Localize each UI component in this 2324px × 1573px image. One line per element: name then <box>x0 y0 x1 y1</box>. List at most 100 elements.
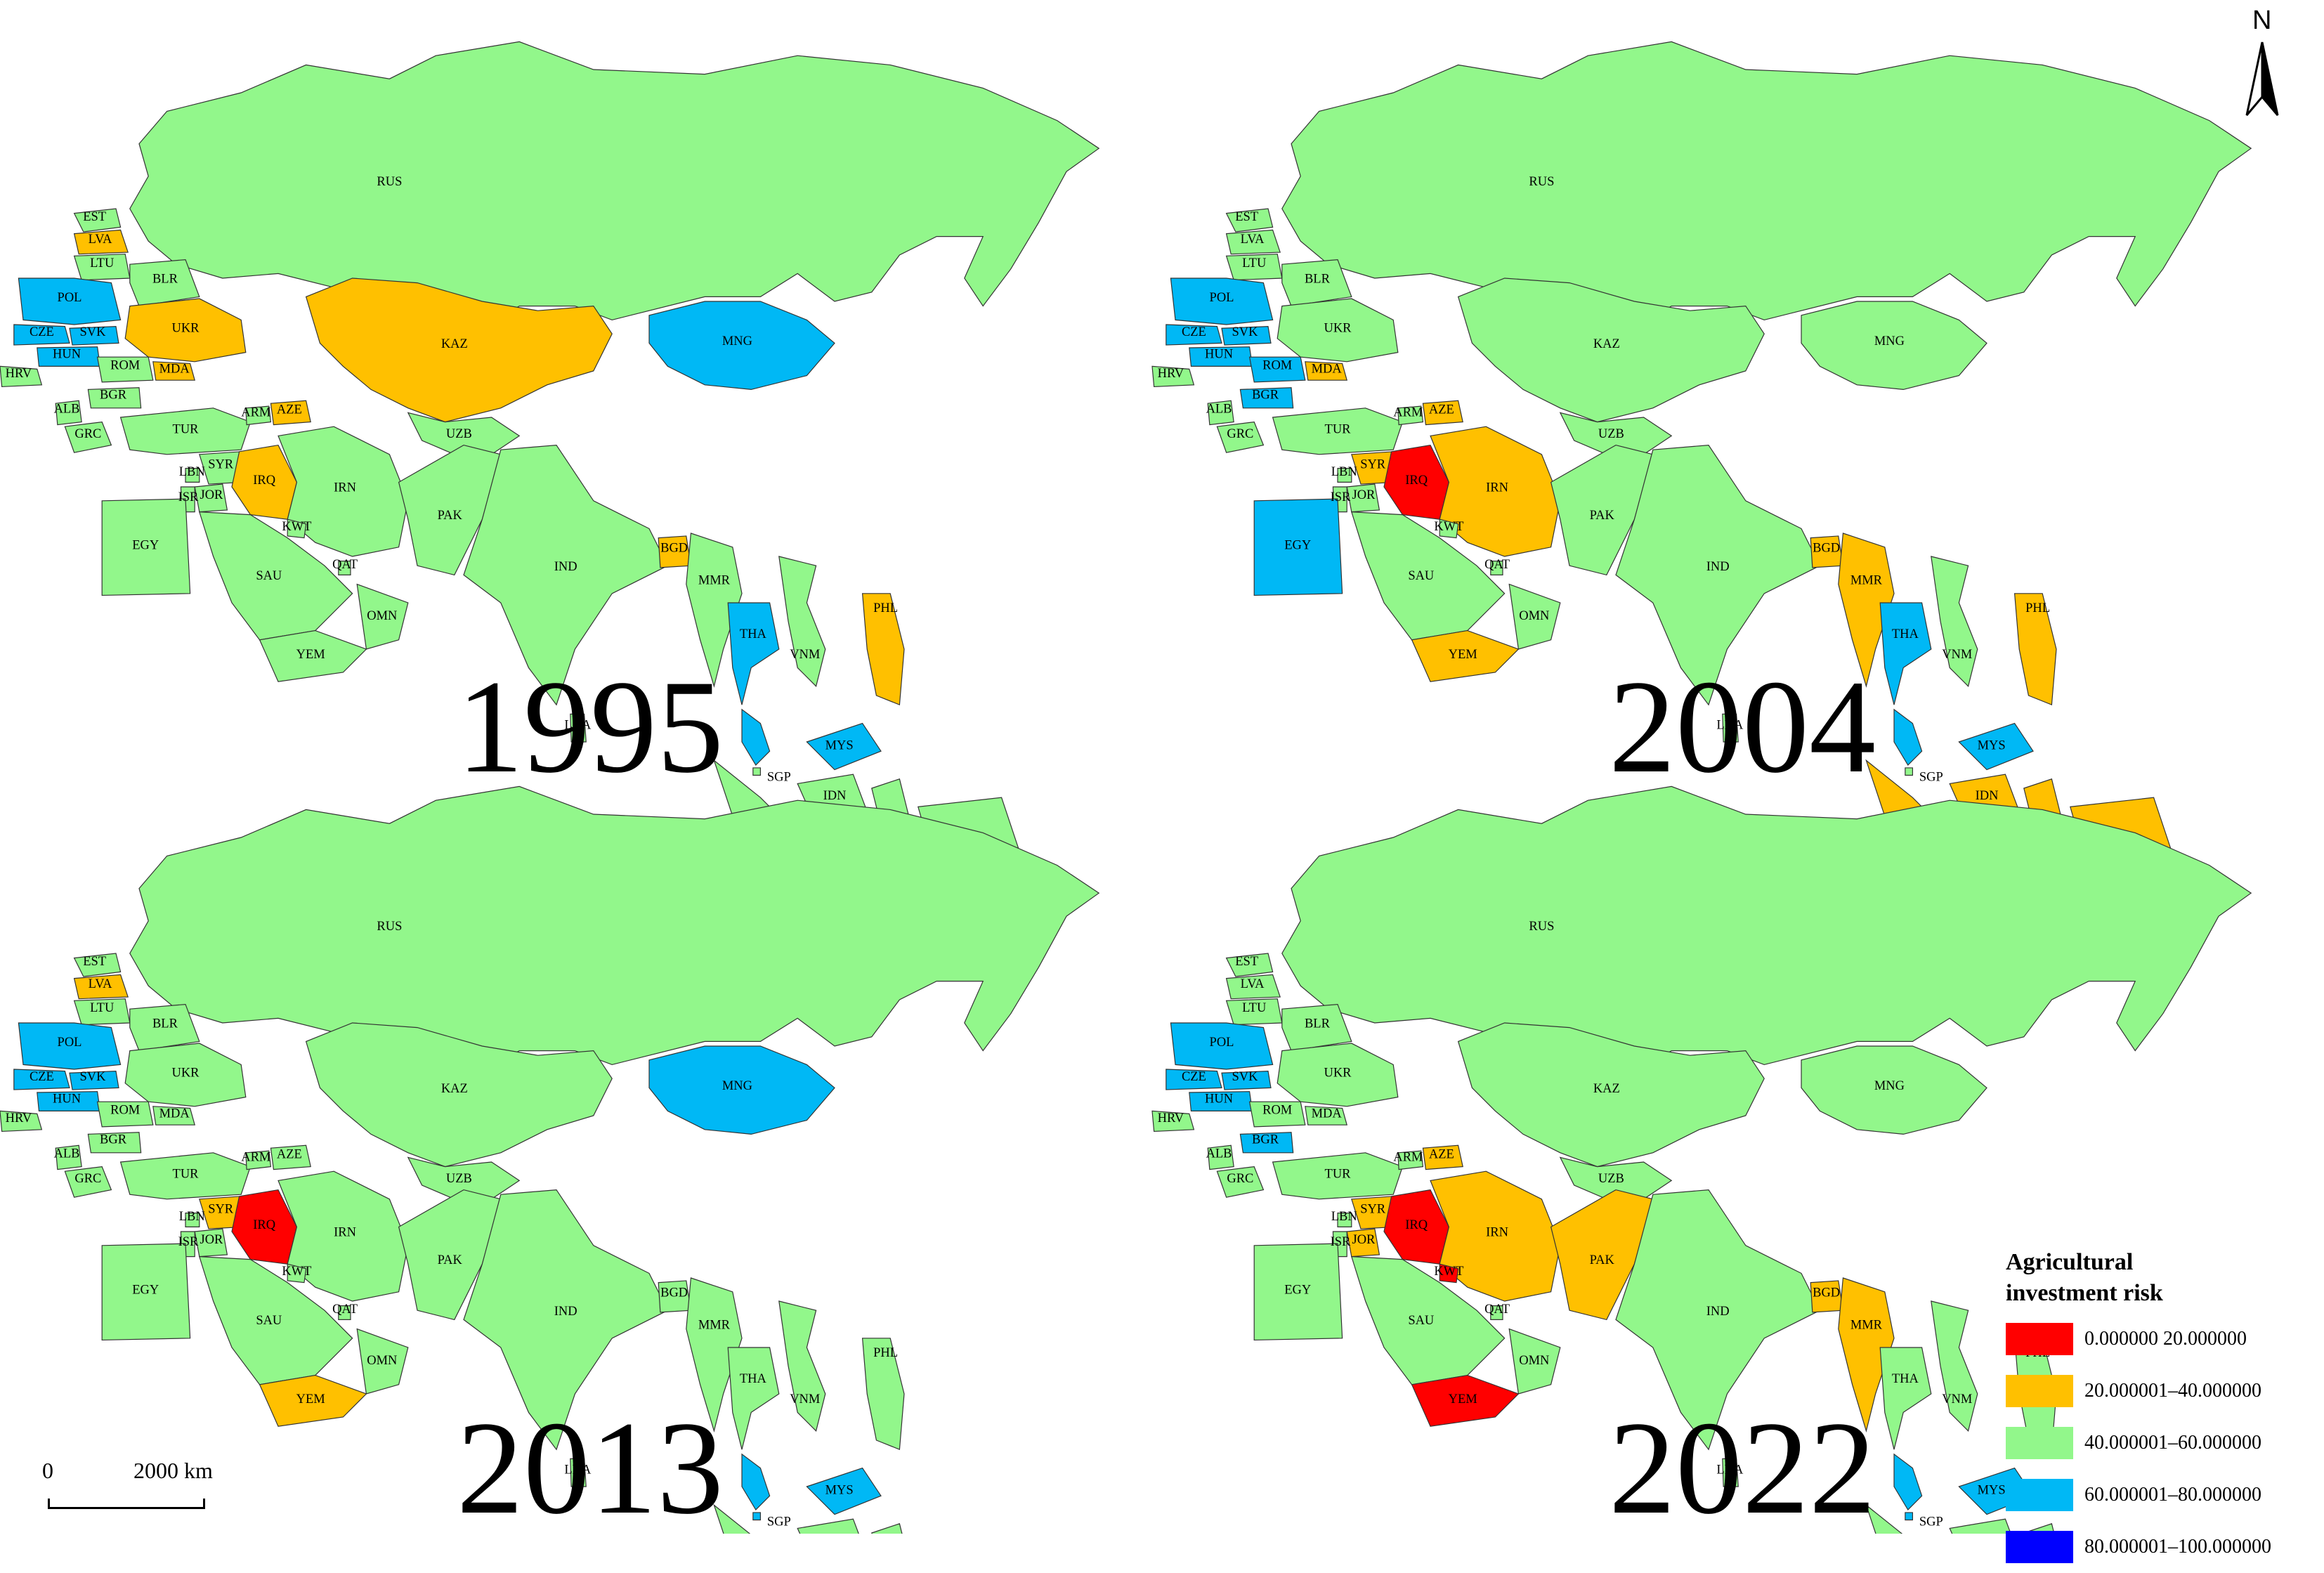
country-label-irn: IRN <box>1486 481 1508 495</box>
country-label-alb: ALB <box>1206 1146 1232 1160</box>
country-hrv <box>1151 365 1195 388</box>
country-label-bgd: BGD <box>660 1285 688 1299</box>
country-label-blr: BLR <box>1305 272 1331 286</box>
country-irn <box>1430 1170 1561 1302</box>
country-label-est: EST <box>1235 209 1258 223</box>
country-label-kaz: KAZ <box>1593 337 1620 351</box>
country-label-isr: ISR <box>178 1234 199 1248</box>
country-tur <box>119 1152 252 1200</box>
legend: Agricultural investment risk 0.000000 20… <box>2006 1247 2315 1573</box>
country-label-tha: THA <box>1892 627 1919 641</box>
country-vnm <box>778 556 826 687</box>
country-lva <box>1225 974 1281 1000</box>
country-sau <box>1350 511 1506 641</box>
country-label-rom: ROM <box>1262 358 1292 372</box>
country-label-sau: SAU <box>1408 1313 1434 1327</box>
country-phl <box>2013 593 2057 706</box>
country-label-sgp: SGP <box>1919 1514 1943 1528</box>
country-cze <box>1166 1069 1222 1090</box>
country-label-jor: JOR <box>1352 488 1376 502</box>
country-label-kwt: KWT <box>282 1264 311 1278</box>
country-jor <box>194 1228 228 1258</box>
country-label-syr: SYR <box>1360 1202 1386 1216</box>
country-mmr <box>686 1277 743 1433</box>
country-label-idn: IDN <box>823 1533 847 1534</box>
country-label-bgd: BGD <box>660 540 688 554</box>
year-label-1995: 1995 <box>457 653 724 801</box>
country-label-lka: LKA <box>1716 1463 1744 1477</box>
country-yem <box>259 629 367 682</box>
country-yem <box>1411 1374 1520 1427</box>
country-pol <box>1170 1022 1274 1070</box>
country-label-aze: AZE <box>1429 403 1454 417</box>
country-kwt <box>287 518 307 539</box>
country-qat <box>1490 561 1503 575</box>
country-mda <box>1305 361 1347 381</box>
country-uzb <box>1559 1156 1673 1200</box>
country-label-isr: ISR <box>1331 490 1351 504</box>
country-label-irn: IRN <box>1486 1225 1508 1239</box>
legend-item: 20.000001–40.000000 <box>2006 1365 2315 1417</box>
country-label-mda: MDA <box>159 362 190 376</box>
country-vnm <box>1931 556 1978 687</box>
country-sau <box>198 1256 353 1385</box>
country-label-ukr: UKR <box>1324 321 1352 335</box>
country-label-ind: IND <box>554 1304 577 1318</box>
country-arm <box>245 1150 272 1170</box>
country-label-yem: YEM <box>1449 1392 1477 1406</box>
country-label-aze: AZE <box>1429 1147 1454 1161</box>
country-vnm <box>1931 1300 1978 1432</box>
country-label-sgp: SGP <box>767 1514 791 1528</box>
country-label-ltu: LTU <box>1242 1000 1266 1014</box>
country-mng <box>648 301 835 391</box>
country-mmr <box>686 533 743 688</box>
country-label-sgp: SGP <box>767 769 791 783</box>
country-label-mng: MNG <box>722 334 752 348</box>
country-mys <box>741 1453 882 1515</box>
country-rom <box>1248 1101 1306 1128</box>
country-label-tur: TUR <box>1325 1166 1352 1180</box>
country-vnm <box>778 1300 826 1432</box>
country-ukr <box>1277 1043 1399 1107</box>
country-label-vnm: VNM <box>1942 1392 1972 1406</box>
country-label-ind: IND <box>554 559 577 573</box>
country-egy <box>1253 1243 1343 1341</box>
country-label-egy: EGY <box>1284 1282 1311 1296</box>
country-label-ind: IND <box>1706 559 1730 573</box>
map-panel-2022: RUS KAZ MNG UZB EST LVA LTU BLR POL CZE SVK HUN UKR M… <box>1151 785 2252 1534</box>
country-label-mda: MDA <box>159 1107 190 1121</box>
country-sgp <box>1905 767 1913 776</box>
country-label-vnm: VNM <box>790 1392 820 1406</box>
country-pol <box>18 1022 122 1070</box>
country-label-pak: PAK <box>1590 1253 1615 1267</box>
country-lva <box>1225 229 1281 255</box>
country-uzb <box>1559 412 1673 455</box>
country-pak <box>1550 444 1654 576</box>
country-label-mys: MYS <box>1978 738 2006 752</box>
country-label-hun: HUN <box>1205 347 1233 361</box>
country-label-jor: JOR <box>200 1232 224 1246</box>
country-ukr <box>1277 298 1399 363</box>
country-label-syr: SYR <box>1360 457 1386 471</box>
legend-swatch-green <box>2006 1427 2073 1459</box>
country-label-grc: GRC <box>74 426 101 440</box>
country-label-est: EST <box>83 954 106 968</box>
legend-title-line2: investment risk <box>2006 1280 2163 1306</box>
country-uzb <box>407 1156 521 1200</box>
country-uzb <box>407 412 521 455</box>
country-label-yem: YEM <box>296 647 325 661</box>
country-est <box>73 953 122 977</box>
country-label-cze: CZE <box>1182 1069 1206 1083</box>
country-lva <box>73 974 129 1000</box>
country-label-qat: QAT <box>1484 557 1510 571</box>
north-letter: N <box>2252 6 2272 35</box>
country-label-idn: IDN <box>823 788 847 802</box>
country-label-uzb: UZB <box>1598 426 1624 440</box>
legend-label: 20.000001–40.000000 <box>2084 1380 2261 1402</box>
country-est <box>1225 208 1274 233</box>
country-label-egy: EGY <box>1284 537 1311 551</box>
country-est <box>1225 953 1274 977</box>
country-mmr <box>1838 533 1895 688</box>
country-sgp <box>752 1512 761 1521</box>
country-label-mmr: MMR <box>1850 573 1883 587</box>
